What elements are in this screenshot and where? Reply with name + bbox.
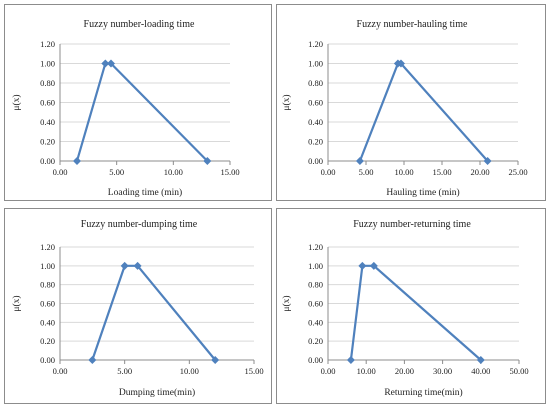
data-point: [88, 356, 97, 364]
data-point: [73, 157, 81, 165]
y-tick-label: 1.20: [308, 39, 323, 49]
x-axis-label: Returning time(min): [384, 387, 462, 398]
y-tick-label: 1.00: [40, 59, 55, 69]
y-tick-label: 0.80: [40, 78, 55, 88]
data-point: [369, 261, 378, 270]
y-tick-label: 1.20: [40, 242, 55, 252]
y-tick-label: 0.40: [308, 317, 323, 327]
y-tick-label: 1.20: [40, 39, 55, 49]
y-tick-label: 1.00: [40, 261, 55, 271]
x-tick-label: 10.00: [394, 167, 413, 177]
y-tick-label: 0.20: [40, 336, 55, 346]
x-tick-label: 40.00: [471, 366, 490, 376]
x-tick-label: 25.00: [508, 167, 527, 177]
y-tick-label: 0.20: [308, 336, 323, 346]
y-tick-label: 0.00: [308, 156, 323, 166]
data-point: [203, 157, 212, 165]
y-tick-label: 0.00: [40, 156, 55, 166]
x-tick-label: 15.00: [432, 167, 451, 177]
chart-title: Fuzzy number-returning time: [353, 219, 471, 230]
data-point: [107, 59, 115, 68]
y-tick-label: 1.20: [308, 242, 323, 252]
data-point: [101, 59, 110, 68]
x-tick-label: 50.00: [509, 366, 528, 376]
x-tick-label: 5.00: [117, 366, 132, 376]
x-tick-label: 30.00: [433, 366, 452, 376]
x-axis-label: Loading time (min): [108, 187, 182, 198]
chart-panel-hauling: 0.00 0.20 0.40 0.60 0.80 1.00 1.20 0.00 5.00 10.0…: [276, 4, 546, 201]
data-point: [396, 59, 405, 68]
data-point: [133, 261, 142, 270]
y-tick-label: 0.40: [40, 317, 55, 327]
chart-panel-returning: 0.00 0.20 0.40 0.60 0.80 1.00 1.20 0.00 10.00 20.…: [276, 208, 546, 404]
y-tick-label: 0.80: [40, 280, 55, 290]
chart-title: Fuzzy number-loading time: [84, 19, 195, 30]
series-line: [91, 264, 217, 361]
x-tick-label: 5.00: [359, 167, 374, 177]
y-tick-label: 0.00: [40, 355, 55, 365]
y-tick-label: 0.60: [308, 299, 323, 309]
x-axis-label: Dumping time(min): [119, 387, 195, 398]
chart-panel-loading: 0.00 0.20 0.40 0.60 0.80 1.00 1.20 0.00 5.00 10.0…: [4, 4, 272, 201]
y-tick-label: 0.40: [308, 117, 323, 127]
data-point: [355, 157, 364, 165]
data-point: [476, 356, 485, 364]
y-tick-label: 0.60: [308, 98, 323, 108]
y-axis-label: μ(x): [281, 295, 292, 311]
y-tick-label: 1.00: [308, 59, 323, 69]
series-line: [349, 264, 482, 361]
chart-panel-dumping: 0.00 0.20 0.40 0.60 0.80 1.00 1.20 0.00 5.00 10.0…: [4, 208, 272, 404]
y-tick-label: 0.60: [40, 98, 55, 108]
chart-svg: 0.00 0.20 0.40 0.60 0.80 1.00 1.20 0.00 10.00 20.…: [281, 219, 529, 398]
data-point: [211, 356, 220, 364]
y-tick-label: 0.40: [40, 117, 55, 127]
y-axis-label: μ(x): [11, 295, 22, 311]
x-tick-label: 15.00: [220, 167, 239, 177]
chart-svg: 0.00 0.20 0.40 0.60 0.80 1.00 1.20 0.00 5.00 10.0…: [11, 19, 240, 198]
x-tick-label: 10.00: [357, 366, 376, 376]
series-line: [75, 62, 209, 162]
chart-title: Fuzzy number-hauling time: [357, 19, 468, 30]
x-tick-label: 10.00: [164, 167, 183, 177]
y-tick-label: 0.80: [308, 78, 323, 88]
x-axis-label: Hauling time (min): [386, 187, 459, 198]
y-tick-label: 0.80: [308, 280, 323, 290]
x-tick-label: 0.00: [321, 366, 336, 376]
data-point: [483, 157, 492, 165]
x-tick-label: 10.00: [180, 366, 199, 376]
chart-svg: 0.00 0.20 0.40 0.60 0.80 1.00 1.20 0.00 5.00 10.0…: [11, 219, 264, 398]
x-tick-label: 15.00: [244, 366, 263, 376]
y-tick-label: 0.00: [308, 355, 323, 365]
y-tick-label: 0.20: [308, 137, 323, 147]
x-tick-label: 0.00: [53, 167, 68, 177]
y-axis-label: μ(x): [281, 94, 292, 110]
chart-title: Fuzzy number-dumping time: [81, 219, 198, 230]
x-tick-label: 0.00: [53, 366, 68, 376]
data-point: [120, 261, 129, 270]
y-tick-label: 0.20: [40, 137, 55, 147]
series-line: [358, 62, 489, 162]
x-tick-label: 20.00: [395, 366, 414, 376]
x-tick-label: 20.00: [470, 167, 489, 177]
data-point: [346, 356, 355, 364]
x-tick-label: 5.00: [109, 167, 124, 177]
data-point: [358, 261, 367, 270]
x-tick-label: 0.00: [321, 167, 336, 177]
y-axis-label: μ(x): [11, 94, 22, 110]
y-tick-label: 1.00: [308, 261, 323, 271]
y-tick-label: 0.60: [40, 299, 55, 309]
chart-svg: 0.00 0.20 0.40 0.60 0.80 1.00 1.20 0.00 5.00 10.0…: [281, 19, 528, 198]
